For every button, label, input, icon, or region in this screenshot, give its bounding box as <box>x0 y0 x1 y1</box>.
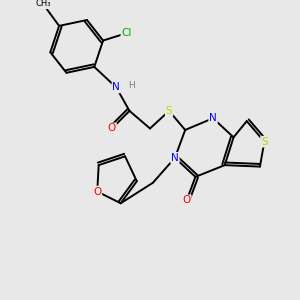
Text: Cl: Cl <box>122 28 132 38</box>
Text: O: O <box>108 124 116 134</box>
Text: O: O <box>182 195 191 205</box>
Text: CH₃: CH₃ <box>35 0 51 8</box>
Text: S: S <box>261 137 268 147</box>
Text: O: O <box>93 187 101 196</box>
Text: N: N <box>171 153 179 163</box>
Text: S: S <box>166 106 172 116</box>
Text: N: N <box>112 82 120 92</box>
Text: H: H <box>128 82 135 91</box>
Text: N: N <box>209 113 217 123</box>
